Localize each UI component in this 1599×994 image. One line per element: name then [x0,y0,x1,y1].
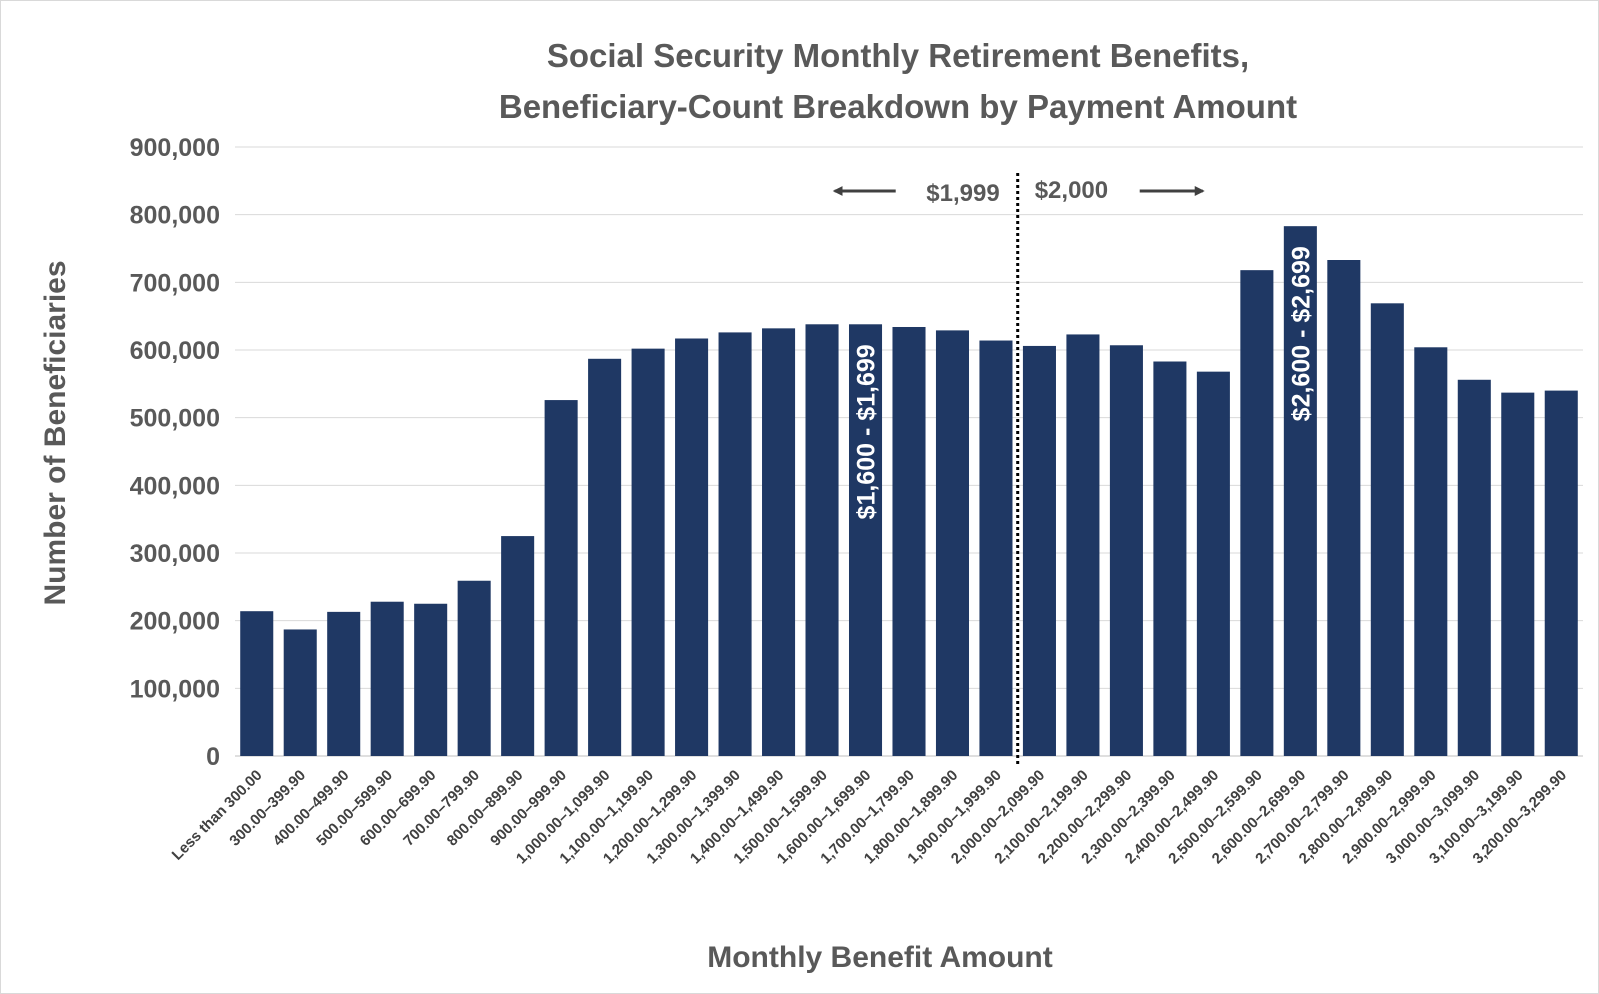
x-tick-label: 700.00–799.90 [400,767,483,850]
bar [414,603,448,756]
chart-title-line-1: Social Security Monthly Retirement Benef… [547,37,1249,74]
x-axis-ticks: Less than 300.00300.00–399.90400.00–499.… [169,767,1570,867]
bar [240,611,274,756]
y-tick-label: 100,000 [130,675,220,703]
in-bar-range-label: $2,600 - $2,699 [1287,246,1315,421]
x-tick-label: 300.00–399.90 [226,767,309,850]
right-threshold-label: $2,000 [1035,177,1108,204]
y-tick-label: 200,000 [130,608,220,636]
bar [1153,361,1187,756]
x-tick-label: 400.00–499.90 [270,767,353,850]
bar [1283,226,1317,757]
bar [501,536,535,756]
bar [1240,270,1274,756]
chart-title-line-2: Beneficiary-Count Breakdown by Payment A… [499,88,1297,125]
x-tick-label: 500.00–599.90 [313,767,396,850]
bar [1544,390,1578,756]
y-tick-label: 0 [206,743,220,771]
bar [1370,303,1404,756]
left-threshold-label: $1,999 [926,180,999,207]
bar [805,324,839,756]
bar [1457,379,1491,756]
x-tick-label: 600.00–699.90 [357,767,440,850]
in-bar-range-label: $1,600 - $1,699 [853,344,881,519]
bar [588,358,622,756]
bar [1196,371,1230,756]
bar [544,400,578,756]
y-axis-ticks: 0 100,000 200,000 300,000 400,000 500,000 600,… [130,134,220,771]
bar [283,629,317,756]
y-tick-label: 500,000 [130,405,220,433]
y-tick-label: 700,000 [130,269,220,297]
bar [892,326,926,756]
y-tick-label: 800,000 [130,202,220,230]
x-axis-label: Monthly Benefit Amount [707,941,1053,974]
y-tick-label: 300,000 [130,540,220,568]
bar [848,324,883,756]
bar [1066,334,1100,756]
bar [979,340,1013,756]
bar [718,332,752,756]
y-tick-label: 600,000 [130,337,220,365]
y-tick-label: 900,000 [130,134,220,162]
annotations: $1,999 $2,000 $1,600 - $1,699 $2,600 - $2,6… [832,173,1315,764]
bar [762,328,796,756]
bar [327,611,361,756]
bar [935,330,970,756]
bar [457,580,491,756]
bar [675,338,709,756]
bar [370,601,404,756]
y-axis-label: Number of Beneficiaries [39,260,72,605]
bar [1414,347,1448,756]
bar [631,348,665,756]
bars [240,226,1578,757]
bar [1327,260,1361,756]
bar [1501,392,1535,756]
y-tick-label: 400,000 [130,472,220,500]
bar [1109,345,1143,756]
x-tick-label: 900.00–999.90 [487,767,570,850]
x-tick-label: 800.00–899.90 [444,767,527,850]
bar [1022,345,1056,756]
